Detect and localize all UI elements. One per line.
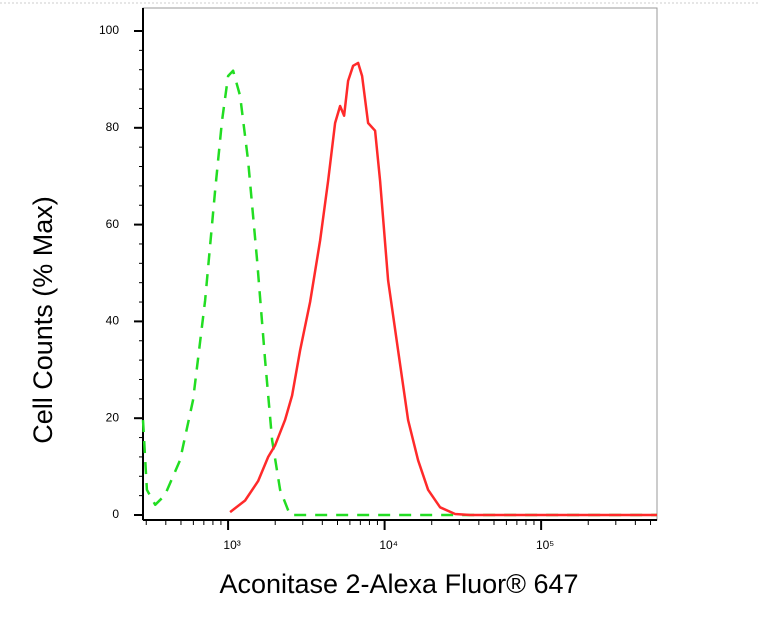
x-axis-title: Aconitase 2-Alexa Fluor® 647	[219, 569, 578, 599]
series-line	[141, 69, 657, 517]
x-tick-label: 10⁴	[379, 538, 398, 552]
y-tick-label: 0	[112, 507, 119, 521]
x-tick-label: 10⁵	[536, 538, 554, 552]
y-tick-label: 100	[99, 23, 119, 37]
y-tick-label: 80	[106, 120, 120, 134]
y-tick-label: 40	[106, 314, 120, 328]
plot-frame	[142, 7, 658, 521]
y-tick-label: 60	[106, 217, 120, 231]
series-line	[229, 61, 657, 517]
y-axis-title: Cell Counts (% Max)	[28, 196, 58, 444]
x-tick-label: 10³	[223, 538, 240, 552]
y-tick-label: 20	[106, 410, 120, 424]
